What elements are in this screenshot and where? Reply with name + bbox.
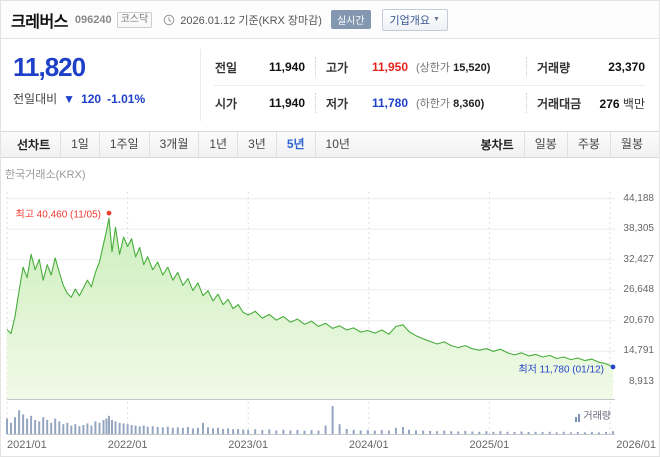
chart-area: 한국거래소(KRX) 44,188 38,305 32,427 26,648 2… — [1, 158, 659, 456]
prev-close-label: 전일 — [215, 60, 238, 75]
trade-amount-unit: 백만 — [622, 96, 645, 111]
divider — [215, 84, 645, 86]
price-change-line: 전일대비 ▼ 120 -1.01% — [13, 90, 201, 107]
lower-limit-value: 8,360) — [453, 98, 485, 110]
upper-limit: (상한가 15,520) — [416, 59, 516, 75]
y-axis-tick: 20,670 — [623, 314, 654, 326]
divider — [315, 93, 316, 113]
market-badge: 코스닥 — [116, 11, 153, 28]
chart-high-annotation: 최고 40,460 (11/05) — [15, 209, 102, 221]
open-value: 11,940 — [268, 96, 305, 110]
volume-label: 거래량 — [537, 60, 571, 75]
lower-limit: (하한가 8,360) — [416, 95, 516, 111]
current-price-block: 11,820 전일대비 ▼ 120 -1.01% — [1, 39, 201, 131]
period-button-3y[interactable]: 3년 — [237, 132, 276, 157]
stock-code: 096240 — [74, 13, 112, 26]
y-axis-tick: 14,791 — [623, 345, 654, 357]
period-button-5y[interactable]: 5년 — [275, 132, 315, 157]
change-label: 전일대비 — [13, 92, 58, 106]
candle-chart-label: 봉차트 — [480, 138, 514, 152]
y-axis-tick: 8,913 — [628, 375, 654, 387]
stock-name: 크레버스 — [11, 13, 68, 31]
candle-button-daily[interactable]: 일봉 — [523, 132, 567, 157]
chart-low-annotation: 최저 11,780 (01/12) — [518, 364, 604, 376]
realtime-badge: 실시간 — [330, 10, 371, 29]
chevron-down-icon: ▼ — [433, 16, 440, 23]
period-button-1y[interactable]: 1년 — [198, 132, 237, 157]
prev-close-value: 11,940 — [268, 60, 305, 74]
y-axis-tick: 32,427 — [623, 253, 654, 265]
y-axis-tick: 44,188 — [623, 192, 654, 204]
divider — [526, 57, 527, 77]
quote-date: 2026.01.12 기준(KRX 장마감) — [180, 14, 322, 27]
period-button-1w[interactable]: 1주일 — [98, 132, 149, 157]
x-axis-tick: 2022/01 — [107, 439, 148, 451]
price-volume-chart — [6, 192, 616, 435]
quote-summary: 11,820 전일대비 ▼ 120 -1.01% 전일 11,940 고가 11… — [1, 39, 659, 131]
x-axis-tick: 2023/01 — [228, 439, 269, 451]
chart-toolbar: 선차트 1일 1주일 3개월 1년 3년 5년 10년 봉차트 일봉 주봉 월봉 — [1, 131, 659, 158]
upper-limit-value: 15,520) — [453, 62, 491, 74]
quote-table-row: 시가 11,940 저가 11,780 (하한가 8,360) 거래대금 276… — [215, 88, 645, 119]
day-high-label: 고가 — [326, 60, 349, 75]
change-percent: -1.01% — [107, 91, 146, 106]
candle-button-monthly[interactable]: 월봉 — [609, 132, 653, 157]
lower-limit-label: (하한가 — [416, 98, 451, 110]
period-button-10y[interactable]: 10년 — [314, 132, 360, 157]
line-chart-label: 선차트 — [17, 138, 51, 152]
volume-value: 23,370 — [608, 60, 645, 74]
upper-limit-label: (상한가 — [416, 62, 451, 74]
volume-legend-label: 거래량 — [583, 411, 611, 422]
x-axis-tick: 2025/01 — [469, 439, 510, 451]
clock-icon — [163, 14, 175, 26]
day-low-label: 저가 — [326, 96, 349, 111]
trade-amount: 276 백만 — [595, 95, 645, 112]
company-overview-label: 기업개요 — [389, 14, 431, 27]
current-price: 11,820 — [13, 52, 86, 82]
trade-amount-value: 276 — [599, 96, 620, 111]
day-high-value: 11,950 — [371, 60, 408, 74]
x-axis-tick: 2024/01 — [348, 439, 389, 451]
candle-button-weekly[interactable]: 주봉 — [566, 132, 610, 157]
period-controls: 선차트 1일 1주일 3개월 1년 3년 5년 10년 — [7, 132, 360, 157]
volume-bars-icon — [575, 414, 581, 422]
y-axis-tick: 38,305 — [623, 223, 654, 235]
period-button-1d[interactable]: 1일 — [60, 132, 99, 157]
x-axis-tick: 2021/01 — [7, 439, 47, 451]
quote-table: 전일 11,940 고가 11,950 (상한가 15,520) 거래량 23,… — [201, 39, 659, 131]
divider — [526, 93, 527, 113]
trade-amount-label: 거래대금 — [537, 96, 582, 111]
company-overview-button[interactable]: 기업개요 ▼ — [381, 8, 448, 31]
period-button-3m[interactable]: 3개월 — [148, 132, 199, 157]
volume-legend: 거래량 — [575, 407, 611, 422]
quote-table-row: 전일 11,940 고가 11,950 (상한가 15,520) 거래량 23,… — [215, 52, 645, 83]
divider — [315, 57, 316, 77]
day-low-value: 11,780 — [371, 96, 408, 110]
x-axis-tick: 2026/01 — [616, 439, 656, 451]
y-axis-tick: 26,648 — [623, 283, 654, 295]
open-label: 시가 — [215, 96, 238, 111]
candle-controls: 봉차트 일봉 주봉 월봉 — [471, 132, 653, 157]
change-value: 120 — [81, 91, 102, 106]
data-source-label: 한국거래소(KRX) — [5, 169, 86, 181]
down-arrow-icon: ▼ — [63, 91, 76, 106]
stock-header: 크레버스 096240 코스닥 2026.01.12 기준(KRX 장마감) 실… — [1, 1, 659, 39]
